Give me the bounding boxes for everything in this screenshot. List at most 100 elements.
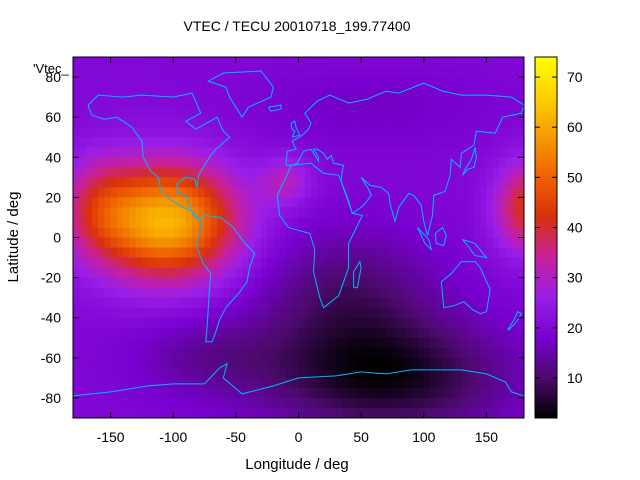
heatmap-cell xyxy=(436,177,444,188)
heatmap-cell xyxy=(73,397,80,409)
heatmap-cell xyxy=(404,217,412,229)
heatmap-cell xyxy=(398,257,406,269)
heatmap-cell xyxy=(404,347,412,359)
heatmap-cell xyxy=(73,137,80,148)
heatmap-cell xyxy=(104,137,112,148)
heatmap-cell xyxy=(260,207,268,219)
heatmap-cell xyxy=(135,177,143,188)
heatmap-cell xyxy=(411,137,419,148)
heatmap-cell xyxy=(398,357,406,369)
heatmap-cell xyxy=(311,57,318,68)
heatmap-cell xyxy=(511,247,519,259)
heatmap-cell xyxy=(379,57,387,68)
heatmap-cell xyxy=(317,87,325,98)
heatmap-cell xyxy=(148,337,156,349)
heatmap-cell xyxy=(229,337,237,349)
heatmap-cell xyxy=(285,407,293,418)
heatmap-cell xyxy=(260,177,268,188)
heatmap-cell xyxy=(285,107,293,118)
heatmap-cell xyxy=(455,327,462,339)
heatmap-cell xyxy=(279,247,287,259)
x-tick-label: 50 xyxy=(353,429,369,445)
heatmap-cell xyxy=(123,137,130,148)
heatmap-cell xyxy=(417,97,425,108)
heatmap-cell xyxy=(116,367,124,379)
heatmap-cell xyxy=(223,187,231,198)
heatmap-cell xyxy=(123,327,130,339)
heatmap-cell xyxy=(104,97,112,108)
heatmap-cell xyxy=(217,377,224,389)
heatmap-cell xyxy=(367,317,375,329)
heatmap-cell xyxy=(336,397,343,409)
heatmap-cell xyxy=(141,287,149,299)
heatmap-cell xyxy=(398,177,406,188)
heatmap-cell xyxy=(110,317,118,329)
heatmap-cell xyxy=(517,297,524,309)
heatmap-cell xyxy=(129,127,137,138)
heatmap-cell xyxy=(204,257,212,269)
heatmap-cell xyxy=(235,297,243,309)
heatmap-cell xyxy=(448,297,456,309)
heatmap-cell xyxy=(116,267,124,279)
heatmap-cell xyxy=(311,397,318,409)
heatmap-cell xyxy=(217,287,224,299)
heatmap-cell xyxy=(461,287,469,299)
heatmap-cell xyxy=(480,387,488,399)
heatmap-cell xyxy=(148,407,156,418)
heatmap-cell xyxy=(423,287,431,299)
heatmap-cell xyxy=(129,297,137,309)
heatmap-cell xyxy=(367,197,375,209)
heatmap-cell xyxy=(85,327,93,339)
heatmap-cell xyxy=(154,107,162,118)
heatmap-cell xyxy=(411,217,419,229)
heatmap-cell xyxy=(135,257,143,269)
heatmap-cell xyxy=(455,337,462,349)
heatmap-cell xyxy=(91,357,99,369)
heatmap-cell xyxy=(430,387,437,399)
heatmap-cell xyxy=(148,67,156,78)
coastline-eurasia xyxy=(285,82,524,236)
heatmap-cell xyxy=(85,357,93,369)
heatmap-cell xyxy=(492,297,500,309)
heatmap-cell xyxy=(129,107,137,118)
heatmap-cell xyxy=(423,397,431,409)
heatmap-cell xyxy=(173,257,181,269)
heatmap-cell xyxy=(273,97,281,108)
heatmap-cell xyxy=(285,287,293,299)
heatmap-cell xyxy=(148,147,156,158)
heatmap-cell xyxy=(461,317,469,329)
heatmap-cell xyxy=(292,207,300,219)
heatmap-cell xyxy=(166,267,174,279)
heatmap-cell xyxy=(98,197,105,209)
heatmap-cell xyxy=(398,87,406,98)
heatmap-cell xyxy=(292,357,300,369)
heatmap-cell xyxy=(98,357,105,369)
heatmap-cell xyxy=(505,247,513,259)
heatmap-cell xyxy=(185,277,193,289)
heatmap-cell xyxy=(379,187,387,198)
heatmap-cell xyxy=(411,147,419,158)
heatmap-cell xyxy=(166,177,174,188)
heatmap-cell xyxy=(123,307,130,319)
heatmap-cell xyxy=(442,407,450,418)
heatmap-cell xyxy=(273,197,281,209)
heatmap-cell xyxy=(173,157,181,168)
heatmap-cell xyxy=(91,297,99,309)
heatmap-cell xyxy=(210,197,218,209)
heatmap-cell xyxy=(430,347,437,359)
heatmap-cell xyxy=(317,297,325,309)
heatmap-cell xyxy=(267,177,275,188)
heatmap-cell xyxy=(379,67,387,78)
heatmap-cell xyxy=(336,57,343,68)
heatmap-cell xyxy=(361,197,368,209)
heatmap-cell xyxy=(185,197,193,209)
heatmap-cell xyxy=(430,377,437,389)
heatmap-cell xyxy=(160,357,168,369)
heatmap-cell xyxy=(79,147,87,158)
heatmap-cell xyxy=(467,187,475,198)
heatmap-cell xyxy=(436,287,444,299)
heatmap-cell xyxy=(505,197,513,209)
heatmap-cell xyxy=(254,237,262,249)
coastline-madagascar xyxy=(353,260,362,289)
heatmap-cell xyxy=(116,197,124,209)
